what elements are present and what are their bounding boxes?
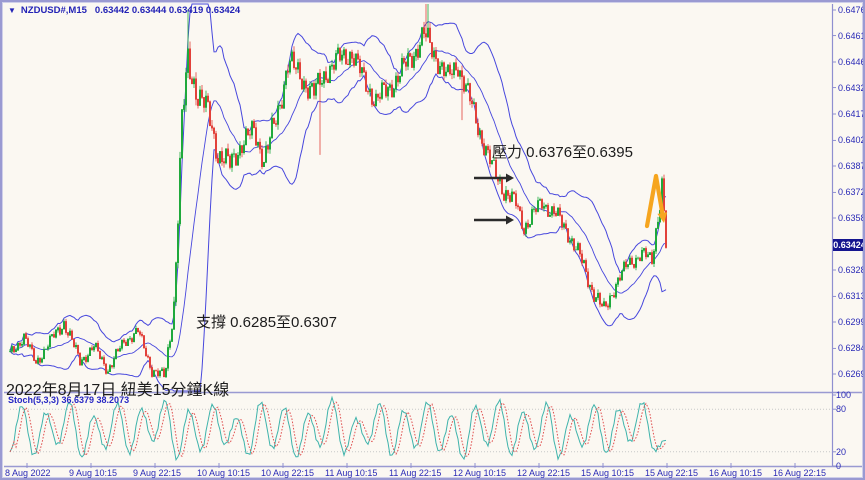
highlight-arrow-head <box>657 212 668 223</box>
bollinger-lower-band <box>9 73 667 392</box>
time-axis-label: 16 Aug 10:15 <box>709 468 763 478</box>
price-axis-label: 0.64615 <box>838 30 863 41</box>
bear-candle-bodies <box>13 27 667 378</box>
time-axis-label: 15 Aug 22:15 <box>645 468 699 478</box>
time-axis-label: 15 Aug 10:15 <box>581 468 635 478</box>
stochastic-signal-line <box>9 401 667 457</box>
time-axis-label: 16 Aug 22:15 <box>773 468 827 478</box>
stochastic-scale-label: 0 <box>836 461 842 471</box>
chart-title: ▼ NZDUSD#,M15 0.63442 0.63444 0.63419 0.63… <box>8 5 240 16</box>
time-axis-label: 11 Aug 10:15 <box>325 468 378 478</box>
time-axis-label: 12 Aug 22:15 <box>517 468 571 478</box>
stochastic-scale-label: 80 <box>836 404 847 415</box>
level-arrow-head <box>506 173 514 183</box>
stochastic-main-line <box>9 395 667 462</box>
bollinger-middle-band <box>9 49 667 359</box>
time-axis-label: 10 Aug 10:15 <box>197 468 251 478</box>
stochastic-label: Stoch(5,3,3) 36.6379 38.2073 <box>8 395 130 405</box>
price-axis-label: 0.62695 <box>838 369 863 379</box>
level-arrow-head <box>506 215 514 225</box>
bollinger-upper-band <box>9 3 667 352</box>
price-axis-label: 0.64170 <box>838 109 863 119</box>
bull-candle-bodies <box>9 27 663 378</box>
highlight-arrow <box>644 173 666 229</box>
time-axis-label: 8 Aug 2022 <box>5 468 51 478</box>
price-axis-label: 0.64020 <box>838 135 863 146</box>
price-axis-label: 0.63580 <box>838 213 863 223</box>
time-axis-label: 11 Aug 22:15 <box>389 468 442 478</box>
price-axis-label: 0.64760 <box>838 5 863 15</box>
price-axis-label: 0.63135 <box>838 291 863 302</box>
stochastic-scale-label: 100 <box>836 390 852 400</box>
price-axis-label: 0.64465 <box>838 57 863 67</box>
current-price-tag: 0.63424 <box>833 239 865 252</box>
stochastic-scale-label: 20 <box>836 446 847 457</box>
resistance-annotation: 壓力 0.6376至0.6395 <box>492 144 633 161</box>
price-axis-label: 0.63725 <box>838 187 863 198</box>
price-axis-label: 0.62990 <box>838 317 863 327</box>
time-axis-label: 12 Aug 10:15 <box>453 468 507 478</box>
price-axis-label: 0.63875 <box>838 161 863 171</box>
date-annotation: 2022年8月17日 紐美15分鐘K線 <box>6 382 230 399</box>
price-axis-label: 0.62840 <box>838 343 863 354</box>
time-axis-label: 9 Aug 10:15 <box>69 468 118 478</box>
support-annotation: 支撐 0.6285至0.6307 <box>196 314 337 331</box>
time-axis-label: 10 Aug 22:15 <box>261 468 315 478</box>
collapse-arrow-icon[interactable]: ▼ <box>8 6 16 15</box>
symbol-name: NZDUSD#,M15 <box>20 5 87 16</box>
time-axis-label: 9 Aug 22:15 <box>133 468 182 478</box>
price-axis-label: 0.63285 <box>838 265 863 275</box>
quote-ohlc-values: 0.63442 0.63444 0.63419 0.63424 <box>94 5 241 16</box>
price-axis-label: 0.64320 <box>838 82 863 93</box>
